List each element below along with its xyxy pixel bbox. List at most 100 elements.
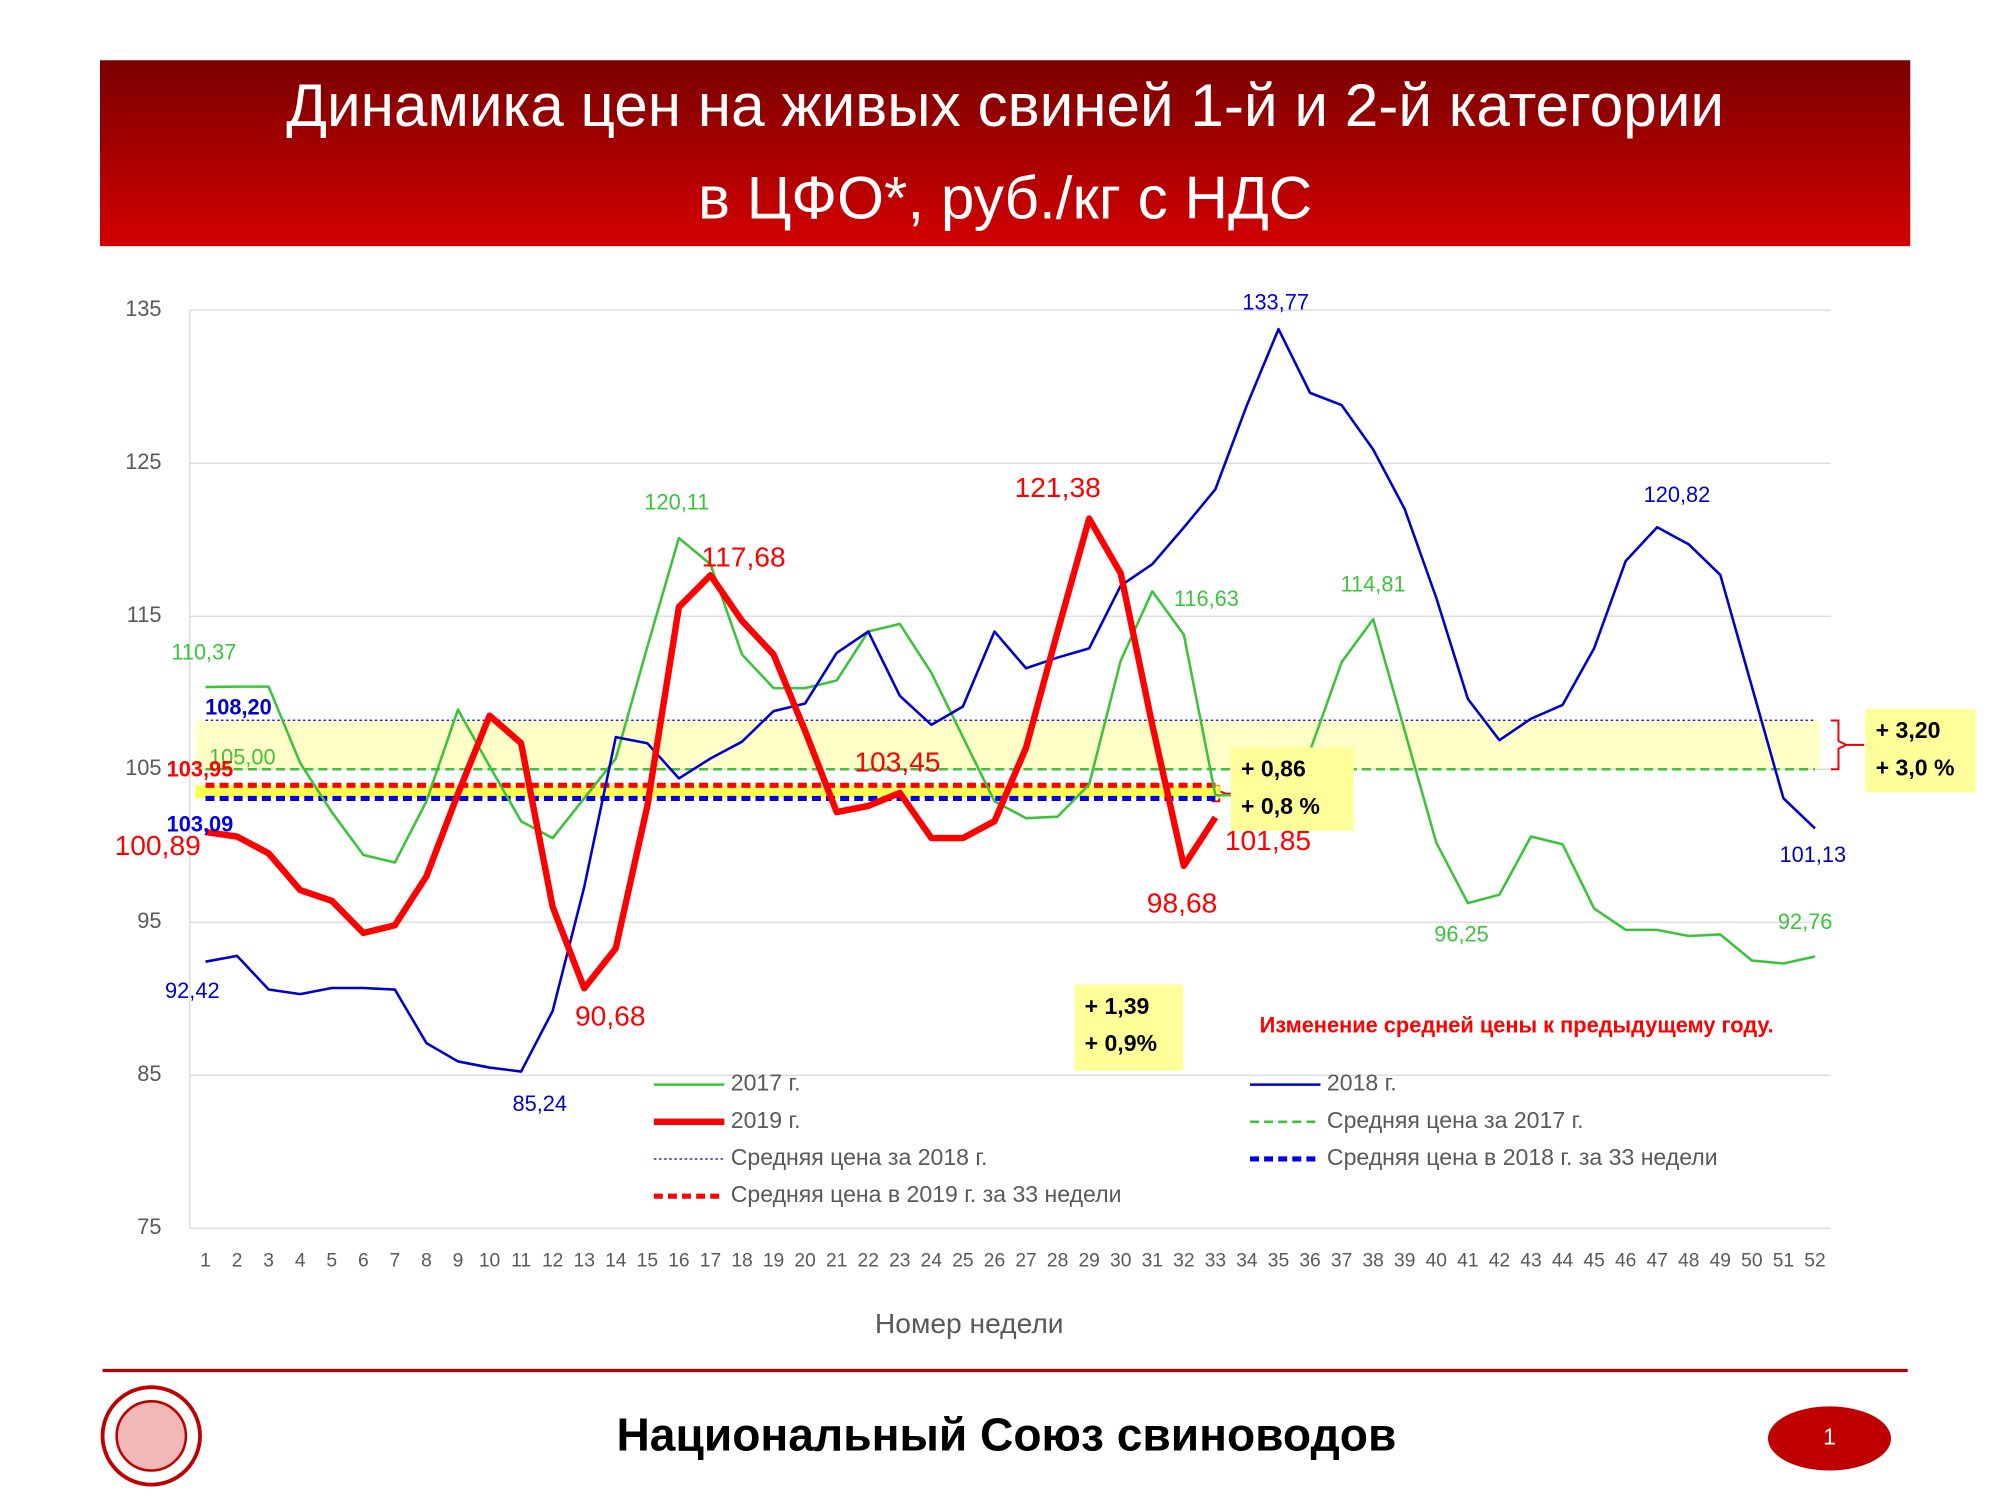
- x-tick-label: 32: [1173, 1251, 1194, 1272]
- data-label: 103,45: [854, 746, 940, 778]
- x-tick-label: 23: [889, 1251, 910, 1272]
- title-line: Динамика цен на живых свиней 1-й и 2-й к…: [286, 71, 1724, 139]
- legend-label: 2018 г.: [1327, 1070, 1397, 1096]
- legend-label: 2019 г.: [731, 1107, 801, 1133]
- page-number: 1: [1823, 1424, 1836, 1450]
- x-tick-label: 15: [637, 1251, 658, 1272]
- data-label: 98,68: [1147, 887, 1218, 919]
- page-badge: [1767, 1406, 1892, 1471]
- y-tick-label: 85: [137, 1061, 161, 1086]
- x-tick-label: 43: [1520, 1251, 1541, 1272]
- bracket: [1830, 719, 1865, 771]
- x-tick-label: 9: [453, 1251, 464, 1272]
- data-label: 92,76: [1778, 909, 1833, 934]
- legend-label: 2017 г.: [731, 1070, 801, 1096]
- x-tick-label: 41: [1457, 1251, 1478, 1272]
- x-tick-label: 30: [1110, 1251, 1131, 1272]
- x-tick-label: 31: [1142, 1251, 1163, 1272]
- data-label: 101,13: [1780, 842, 1847, 867]
- x-tick-label: 3: [263, 1251, 274, 1272]
- x-tick-label: 49: [1710, 1251, 1731, 1272]
- data-label: 110,37: [171, 640, 236, 665]
- x-tick-label: 5: [326, 1251, 337, 1272]
- average-band: [195, 720, 1821, 770]
- x-tick-label: 35: [1268, 1251, 1289, 1272]
- x-tick-label: 28: [1047, 1251, 1068, 1272]
- annotation-text: + 0,8 %: [1241, 793, 1320, 819]
- series-line: [205, 536, 1816, 965]
- x-tick-label: 10: [479, 1251, 500, 1272]
- x-tick-label: 39: [1394, 1251, 1415, 1272]
- data-label: 100,89: [115, 829, 201, 861]
- logo-inner: [115, 1400, 188, 1472]
- x-tick-label: 33: [1205, 1251, 1226, 1272]
- x-tick-label: 50: [1741, 1251, 1762, 1272]
- annotation-box: [1865, 708, 1976, 793]
- x-tick-label: 12: [542, 1251, 563, 1272]
- data-label: 116,63: [1174, 586, 1239, 611]
- legend-label: Средняя цена за 2018 г.: [731, 1144, 988, 1170]
- annotation-text: + 3,20: [1876, 717, 1941, 743]
- x-tick-label: 7: [390, 1251, 401, 1272]
- x-tick-label: 47: [1647, 1251, 1668, 1272]
- x-tick-label: 11: [511, 1251, 531, 1272]
- x-tick-label: 20: [794, 1251, 815, 1272]
- series-line: [205, 515, 1219, 992]
- x-tick-label: 46: [1615, 1251, 1636, 1272]
- x-tick-label: 51: [1773, 1251, 1794, 1272]
- average-label: 103,95: [167, 756, 234, 781]
- x-tick-label: 1: [200, 1251, 211, 1272]
- annotation-box: [1074, 984, 1184, 1071]
- annotation-text: + 3,0 %: [1876, 754, 1955, 780]
- data-label: 90,68: [575, 999, 646, 1031]
- x-tick-label: 42: [1489, 1251, 1510, 1272]
- x-tick-label: 2: [232, 1251, 243, 1272]
- x-tick-label: 40: [1426, 1251, 1447, 1272]
- x-tick-label: 16: [668, 1251, 689, 1272]
- y-tick-label: 135: [125, 296, 161, 321]
- x-tick-label: 18: [731, 1251, 752, 1272]
- footer-title: Национальный Союз свиноводов: [616, 1409, 1396, 1461]
- annotation-text: + 0,9%: [1085, 1030, 1157, 1056]
- average-label: 105,00: [209, 745, 276, 770]
- data-label: 133,77: [1242, 290, 1309, 315]
- y-tick-label: 105: [125, 755, 161, 780]
- x-axis-title: Номер недели: [875, 1307, 1064, 1339]
- y-tick-label: 125: [125, 449, 161, 474]
- data-label: 114,81: [1341, 572, 1406, 597]
- annotation-text: + 0,86: [1241, 756, 1306, 782]
- x-tick-label: 13: [574, 1251, 595, 1272]
- x-tick-label: 25: [952, 1251, 973, 1272]
- x-tick-label: 8: [421, 1251, 432, 1272]
- x-tick-label: 45: [1583, 1251, 1604, 1272]
- x-tick-label: 14: [605, 1251, 627, 1272]
- data-label: 121,38: [1015, 471, 1101, 503]
- data-label: 120,11: [644, 490, 709, 515]
- x-tick-label: 29: [1078, 1251, 1099, 1272]
- x-tick-label: 19: [763, 1251, 784, 1272]
- x-tick-label: 37: [1331, 1251, 1352, 1272]
- x-tick-label: 36: [1299, 1251, 1320, 1272]
- y-tick-label: 75: [137, 1214, 161, 1239]
- average-band: [195, 785, 1221, 799]
- header-band: [100, 60, 1911, 247]
- average-label: 108,20: [205, 695, 272, 720]
- x-tick-label: 26: [984, 1251, 1005, 1272]
- data-label: 96,25: [1434, 922, 1489, 947]
- x-tick-label: 24: [921, 1251, 943, 1272]
- x-tick-label: 44: [1552, 1251, 1574, 1272]
- y-tick-label: 115: [127, 602, 162, 627]
- series-line: [205, 327, 1816, 1073]
- note: Изменение средней цены к предыдущему год…: [1260, 1013, 1774, 1038]
- annotation-text: + 1,39: [1085, 993, 1150, 1019]
- x-tick-label: 21: [826, 1251, 847, 1272]
- x-tick-label: 17: [700, 1251, 721, 1272]
- data-label: 92,42: [165, 978, 220, 1003]
- x-tick-label: 4: [295, 1251, 306, 1272]
- data-label: 117,68: [702, 540, 786, 572]
- average-label: 103,09: [167, 811, 234, 836]
- x-tick-label: 22: [858, 1251, 879, 1272]
- data-label: 85,24: [512, 1091, 567, 1116]
